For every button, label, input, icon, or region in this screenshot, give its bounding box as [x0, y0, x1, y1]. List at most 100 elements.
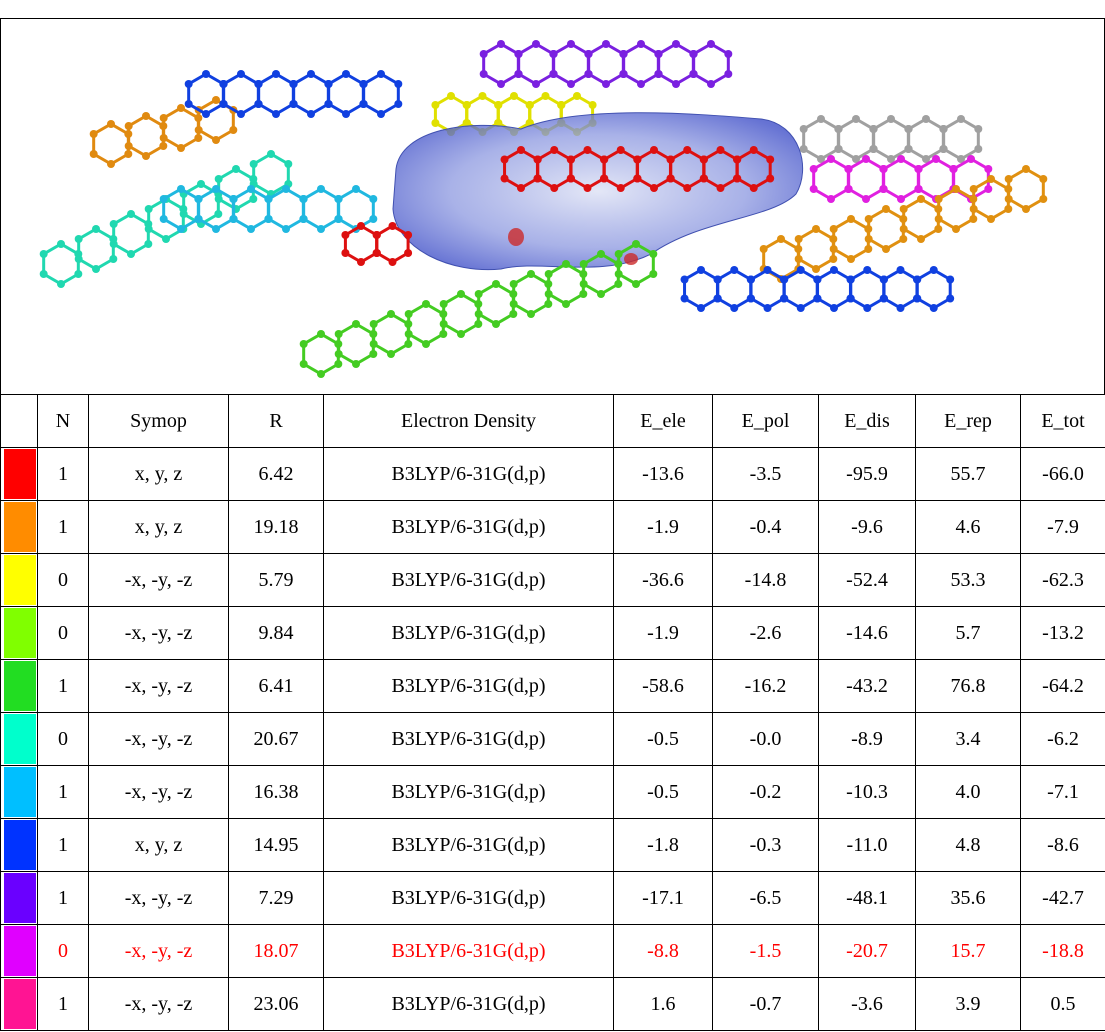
molecule-ring	[479, 284, 514, 324]
atom	[145, 225, 153, 233]
table-cell: -14.8	[713, 554, 819, 607]
atom	[220, 100, 228, 108]
molecule-ring	[114, 214, 149, 254]
molecule-ring	[974, 179, 1009, 219]
surface-spot	[508, 228, 524, 246]
atom	[847, 295, 855, 303]
molecule-ring	[304, 334, 339, 374]
atom	[107, 120, 115, 128]
molecule-ring	[409, 304, 444, 344]
atom	[109, 255, 117, 263]
atom	[649, 270, 657, 278]
table-cell: -52.4	[819, 554, 916, 607]
atom	[492, 320, 500, 328]
table-cell: 4.6	[916, 501, 1021, 554]
swatch-cell	[1, 501, 38, 554]
atom	[544, 300, 552, 308]
atom	[717, 184, 725, 192]
atom	[717, 146, 725, 154]
table-cell: -36.6	[614, 554, 713, 607]
table-cell: -43.2	[819, 660, 916, 713]
atom	[1005, 195, 1013, 203]
atom	[185, 80, 193, 88]
table-cell: -6.2	[1021, 713, 1105, 766]
table-cell: 1	[38, 872, 89, 925]
molecule-ring	[751, 270, 784, 308]
atom	[92, 225, 100, 233]
atom	[405, 310, 413, 318]
atom	[369, 350, 377, 358]
atom	[369, 215, 377, 223]
atom	[649, 250, 657, 258]
table-cell: 0	[38, 554, 89, 607]
table-cell: 6.41	[229, 660, 324, 713]
atom	[75, 255, 83, 263]
table-cell: -17.1	[614, 872, 713, 925]
atom	[862, 155, 870, 163]
molecule-ring	[1009, 169, 1044, 209]
atom	[142, 112, 150, 120]
page: NSymopRElectron DensityE_eleE_polE_disE_…	[0, 0, 1105, 1032]
atom	[812, 225, 820, 233]
table-row: 1x, y, z19.18B3LYP/6-31G(d,p)-1.9-0.4-9.…	[1, 501, 1105, 554]
atom	[974, 125, 982, 133]
molecule-ring	[909, 119, 944, 159]
atom	[634, 156, 642, 164]
table-cell: B3LYP/6-31G(d,p)	[324, 607, 614, 660]
atom	[917, 195, 925, 203]
swatch-cell	[1, 925, 38, 978]
atom	[515, 50, 523, 58]
atom	[862, 195, 870, 203]
molecule-ring	[849, 159, 884, 199]
atom	[335, 215, 343, 223]
atom	[185, 100, 193, 108]
atom	[724, 50, 732, 58]
atom	[764, 266, 772, 274]
atom	[800, 145, 808, 153]
molecule-ring	[269, 189, 304, 229]
atom	[880, 185, 888, 193]
atom	[300, 360, 308, 368]
atom	[195, 195, 203, 203]
atom	[897, 304, 905, 312]
swatch-header	[1, 395, 38, 448]
atom	[352, 185, 360, 193]
table-cell: 0	[38, 925, 89, 978]
atom	[617, 184, 625, 192]
table-cell: 0.5	[1021, 978, 1105, 1031]
atom	[237, 70, 245, 78]
atom	[532, 80, 540, 88]
atom	[797, 266, 805, 274]
atom	[160, 134, 168, 142]
table-cell: -1.5	[713, 925, 819, 978]
atom	[341, 231, 349, 239]
atom	[952, 225, 960, 233]
atom	[342, 70, 350, 78]
molecule-ring	[685, 270, 718, 308]
atom	[357, 258, 365, 266]
atom	[545, 290, 553, 298]
atom	[195, 126, 203, 134]
atom	[220, 80, 228, 88]
atom	[387, 350, 395, 358]
atom	[847, 215, 855, 223]
atom	[690, 50, 698, 58]
table-cell: -8.6	[1021, 819, 1105, 872]
atom	[760, 245, 768, 253]
atom	[930, 266, 938, 274]
atom	[637, 40, 645, 48]
atom	[814, 295, 822, 303]
table-cell: 18.07	[229, 925, 324, 978]
atom	[202, 70, 210, 78]
atom	[480, 50, 488, 58]
color-swatch	[4, 873, 36, 923]
atom	[667, 175, 675, 183]
table-cell: 1	[38, 978, 89, 1031]
table-cell: 19.18	[229, 501, 324, 554]
table-cell: x, y, z	[89, 501, 229, 554]
atom	[215, 175, 223, 183]
atom	[830, 304, 838, 312]
atom	[517, 146, 525, 154]
atom	[497, 80, 505, 88]
header-cell: E_pol	[713, 395, 819, 448]
